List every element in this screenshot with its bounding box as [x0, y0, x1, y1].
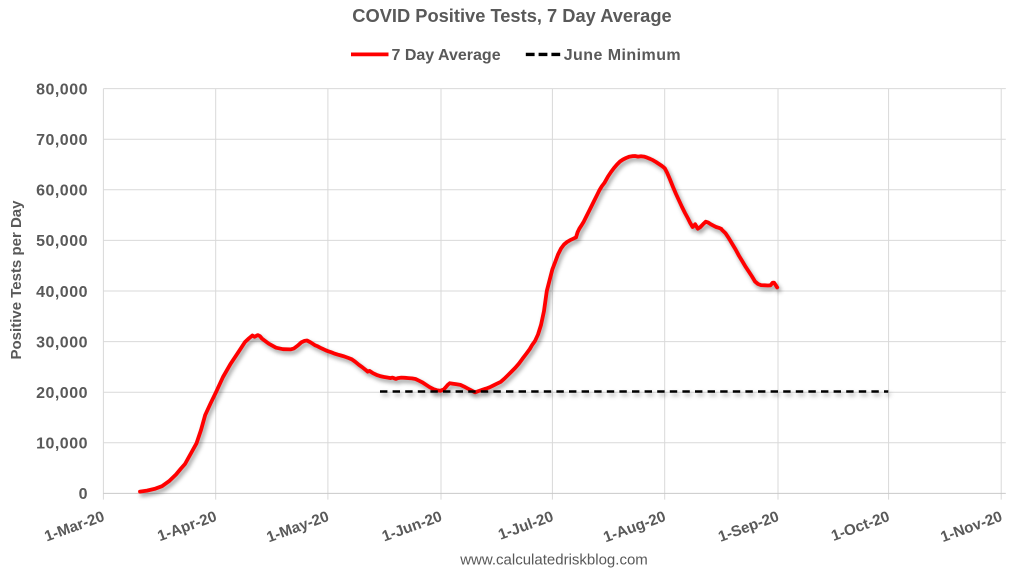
svg-text:30,000: 30,000 [36, 334, 88, 351]
svg-text:10,000: 10,000 [36, 436, 88, 453]
svg-text:www.calculatedriskblog.com: www.calculatedriskblog.com [459, 552, 648, 569]
svg-text:70,000: 70,000 [36, 132, 88, 149]
svg-text:20,000: 20,000 [36, 385, 88, 402]
svg-text:COVID Positive Tests, 7 Day Av: COVID Positive Tests, 7 Day Average [352, 5, 671, 26]
svg-text:June Minimum: June Minimum [564, 47, 681, 64]
svg-text:50,000: 50,000 [36, 233, 88, 250]
svg-text:80,000: 80,000 [36, 81, 88, 98]
svg-text:7 Day Average: 7 Day Average [392, 47, 501, 64]
svg-text:60,000: 60,000 [36, 183, 88, 200]
svg-text:Positive Tests per Day: Positive Tests per Day [8, 200, 25, 360]
svg-text:0: 0 [79, 486, 88, 503]
svg-text:40,000: 40,000 [36, 284, 88, 301]
